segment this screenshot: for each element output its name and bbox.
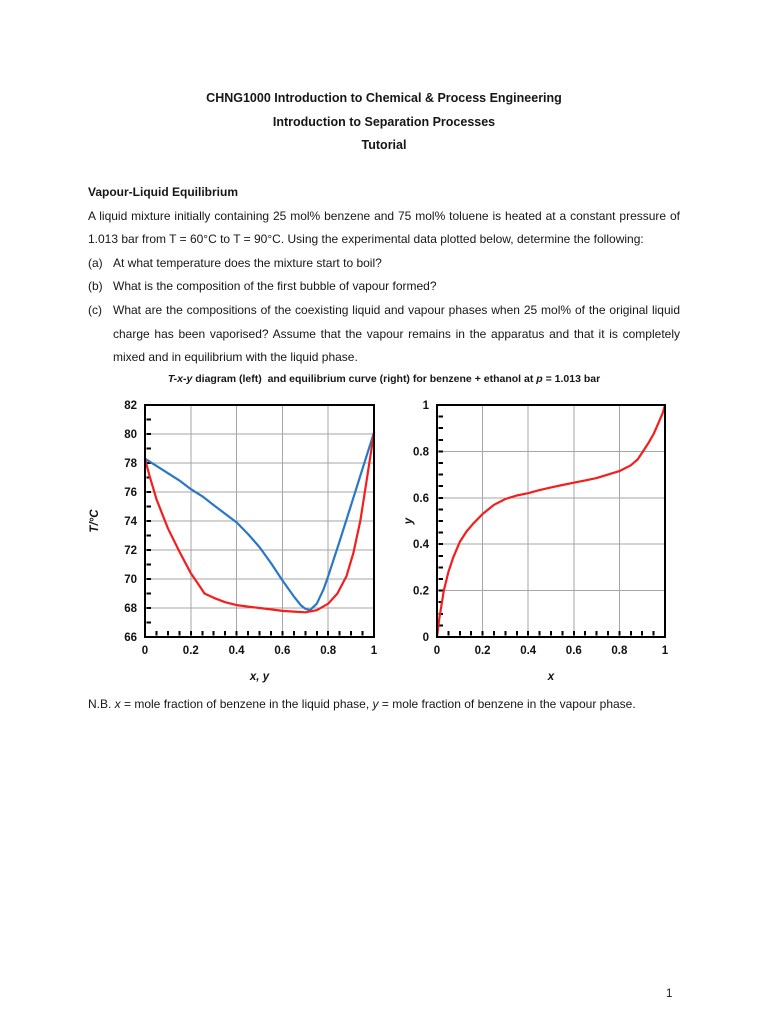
- y-tick-label: 76: [124, 487, 137, 499]
- x-tick-label: 0: [142, 645, 148, 657]
- figure-caption-main: diagram (left) and equilibrium curve (ri…: [192, 373, 537, 385]
- equilibrium-curve-chart: 0 0.2 0.4 0.6 0.8 1 0 0.2 0.4 0.6 0.8 1 x y: [403, 400, 669, 683]
- page-number: 1: [666, 988, 673, 1000]
- y-tick-label: 70: [124, 574, 137, 586]
- question-a: (a) At what temperature does the mixture…: [88, 252, 680, 276]
- y-axis-label: y: [403, 517, 415, 525]
- figure-caption-p: p: [536, 373, 543, 385]
- y-tick-label: 66: [124, 632, 137, 644]
- topic-title: Introduction to Separation Processes: [272, 114, 496, 129]
- question-b: (b) What is the composition of the first…: [88, 275, 680, 299]
- x-tick-label: 0.2: [183, 645, 199, 657]
- y-tick-label: 74: [124, 516, 137, 528]
- question-c-text: What are the compositions of the coexist…: [113, 302, 680, 365]
- x-tick-label: 0.8: [611, 645, 628, 657]
- x-tick-label: 0.4: [520, 645, 537, 657]
- content-body: Vapour-Liquid Equilibrium A liquid mixtu…: [88, 181, 680, 370]
- x-axis-label: x: [547, 671, 555, 683]
- nb-y-symbol: y: [372, 697, 379, 711]
- figure-caption: T-x-y diagram (left) and equilibrium cur…: [0, 373, 768, 385]
- dew-point-curve: [143, 431, 376, 612]
- nb-x-definition: = mole fraction of benzene in the liquid…: [120, 697, 373, 711]
- y-tick-label: 78: [124, 458, 137, 470]
- bubble-point-curve: [143, 431, 376, 614]
- question-c: (c) What are the compositions of the coe…: [88, 299, 680, 370]
- y-tick-label: 68: [124, 603, 137, 615]
- section-heading: Vapour-Liquid Equilibrium: [88, 185, 238, 199]
- x-tick-label: 0.6: [274, 645, 290, 657]
- question-c-label: (c): [88, 302, 102, 317]
- y-tick-label: 0.4: [413, 539, 430, 551]
- figure-caption-pressure: = 1.013 bar: [542, 373, 601, 385]
- intro-paragraph: A liquid mixture initially containing 25…: [88, 208, 680, 247]
- x-axis-label: x, y: [249, 671, 270, 683]
- figure-caption-txy: T-x-y: [167, 373, 193, 385]
- x-tick-label: 1: [662, 645, 669, 657]
- y-tick-label: 0.2: [413, 586, 429, 598]
- x-tick-label: 1: [371, 645, 378, 657]
- y-tick-label: 82: [124, 400, 137, 412]
- question-a-text: At what temperature does the mixture sta…: [113, 255, 382, 270]
- axes-frame: [435, 403, 667, 639]
- y-tick-label: 0: [423, 632, 429, 644]
- y-tick-label: 0.8: [413, 446, 430, 458]
- doc-type-title: Tutorial: [361, 138, 407, 153]
- y-tick-label: 1: [423, 400, 430, 412]
- question-b-text: What is the composition of the first bub…: [113, 279, 437, 294]
- question-a-label: (a): [88, 255, 103, 270]
- y-tick-label: 80: [124, 429, 137, 441]
- nb-note: N.B. x = mole fraction of benzene in the…: [88, 696, 688, 712]
- y-tick-label: 72: [124, 545, 137, 557]
- txy-diagram-chart: 0 0.2 0.4 0.6 0.8 1 66 68 70 72 74 76 78 80 82 x, y T/°C: [89, 400, 378, 683]
- document-header: CHNG1000 Introduction to Chemical & Proc…: [0, 87, 768, 158]
- x-tick-label: 0.8: [320, 645, 337, 657]
- question-b-label: (b): [88, 279, 103, 294]
- y-tick-label: 0.6: [413, 493, 429, 505]
- x-tick-label: 0.4: [229, 645, 246, 657]
- nb-x-symbol: x: [114, 697, 121, 711]
- equilibrium-curve: [435, 403, 667, 639]
- axes-frame: [143, 403, 376, 639]
- y-axis-label: T/°C: [89, 509, 101, 533]
- nb-prefix: N.B.: [88, 697, 115, 711]
- x-tick-label: 0.2: [475, 645, 491, 657]
- x-tick-label: 0: [434, 645, 440, 657]
- nb-y-definition: = mole fraction of benzene in the vapour…: [378, 697, 636, 711]
- x-tick-label: 0.6: [566, 645, 582, 657]
- course-title: CHNG1000 Introduction to Chemical & Proc…: [206, 91, 562, 105]
